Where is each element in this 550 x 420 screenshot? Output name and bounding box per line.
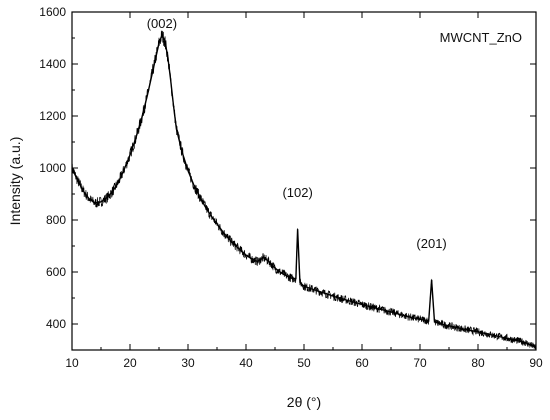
x-tick-label: 60 [355, 356, 369, 370]
x-tick-label: 80 [471, 356, 485, 370]
legend-series-name: MWCNT_ZnO [440, 30, 522, 45]
x-tick-label: 40 [239, 356, 253, 370]
y-axis-title: Intensity (a.u.) [7, 137, 23, 226]
y-tick-label: 1000 [39, 161, 66, 175]
tick-labels: 10 20 30 40 50 60 70 80 90 400 600 800 1000 1200 1400 1… [39, 5, 543, 370]
x-tick-label: 70 [413, 356, 427, 370]
peak-label-002: (002) [147, 16, 177, 31]
y-tick-label: 1200 [39, 109, 66, 123]
x-tick-label: 90 [529, 356, 543, 370]
y-tick-label: 600 [46, 265, 66, 279]
plot-frame [71, 11, 537, 351]
axis-ticks [71, 11, 537, 350]
plot-data-layer [71, 30, 537, 350]
y-tick-label: 1400 [39, 57, 66, 71]
y-tick-label: 800 [46, 213, 66, 227]
x-tick-label: 50 [297, 356, 311, 370]
peak-label-102: (102) [282, 185, 312, 200]
peak-label-201: (201) [416, 236, 446, 251]
x-tick-label: 30 [181, 356, 195, 370]
x-tick-label: 10 [65, 356, 79, 370]
x-tick-label: 20 [123, 356, 137, 370]
xrd-series-line [71, 33, 537, 349]
x-axis-title: 2θ (°) [287, 394, 321, 410]
y-tick-label: 1600 [39, 5, 66, 19]
y-tick-label: 400 [46, 317, 66, 331]
